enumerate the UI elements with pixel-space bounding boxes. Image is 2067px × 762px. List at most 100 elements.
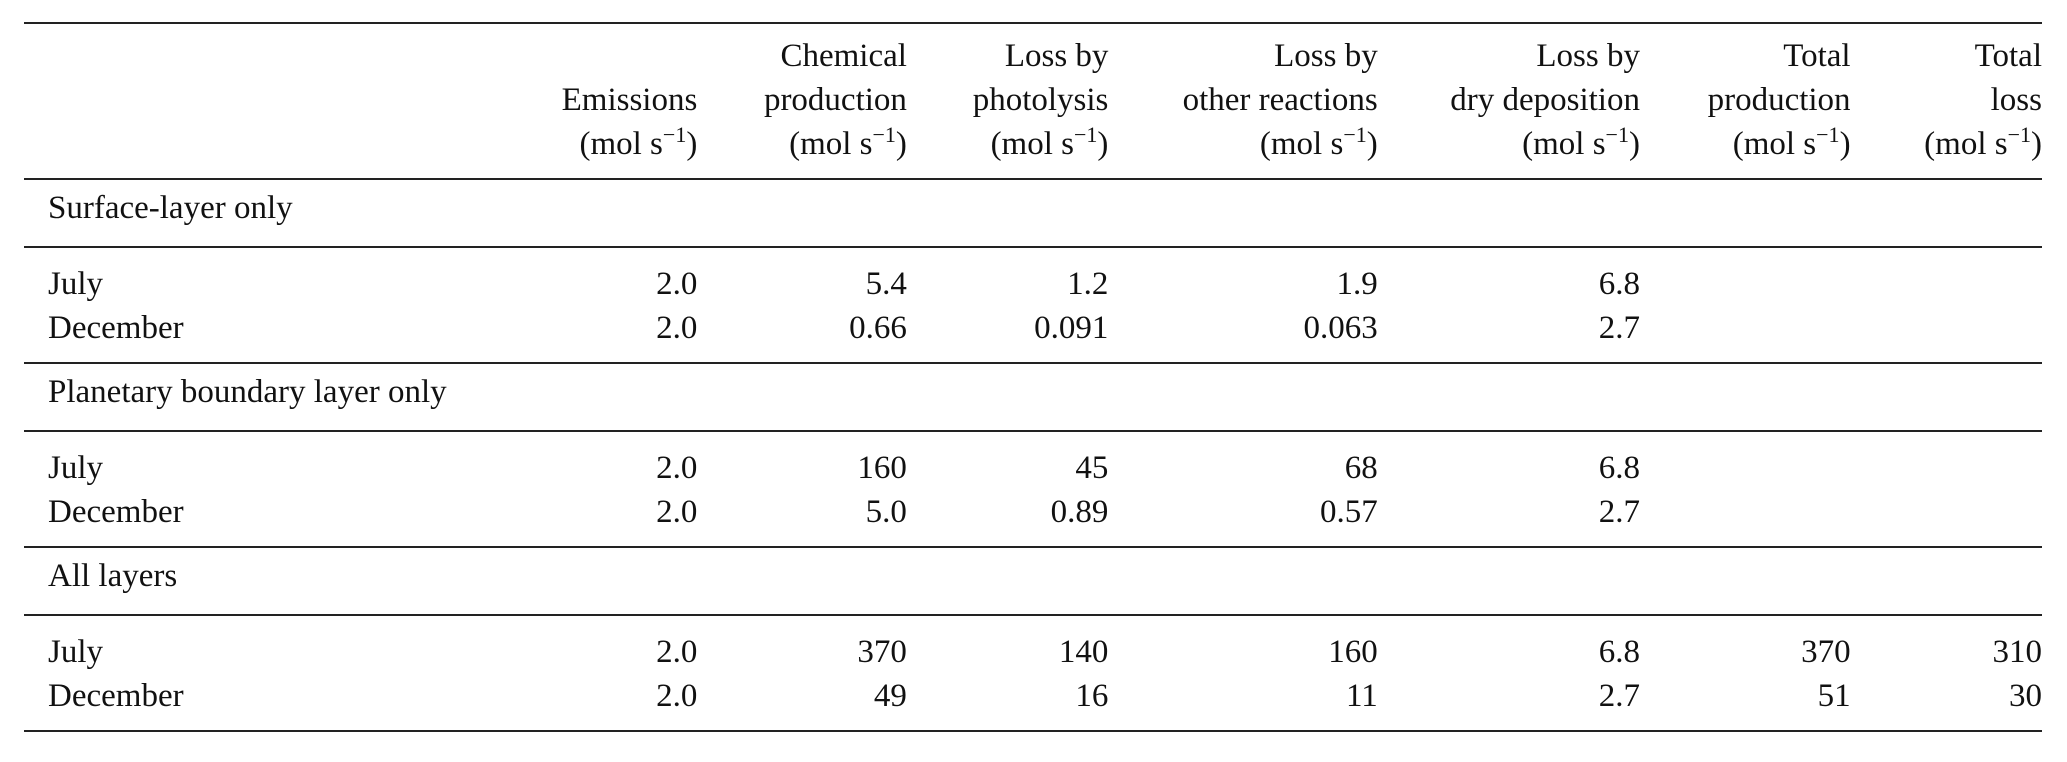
cell-total-loss — [1851, 431, 2042, 490]
header-loss-dry-deposition-line-1: Loss by — [1536, 38, 1640, 74]
header-total-production-unit: (mol s−1) — [1732, 122, 1851, 163]
cell-loss-other-reactions: 11 — [1108, 674, 1378, 732]
header-loss-photolysis: Loss by photolysis (mol s−1) — [907, 23, 1109, 179]
cell-emissions: 2.0 — [656, 266, 698, 302]
unit-exponent: −1 — [1605, 122, 1629, 147]
section-title: All layers — [24, 546, 2042, 616]
header-empty-cell — [24, 23, 530, 179]
cell-loss-photolysis: 16 — [906, 674, 1109, 732]
row-label: July — [48, 634, 104, 670]
cell-total-loss: 30 — [1850, 674, 2042, 732]
header-emissions: Emissions (mol s−1) — [530, 23, 698, 179]
header-total-production: Total production (mol s−1) — [1640, 23, 1851, 179]
table-body: Surface-layer only July 2.0 5.4 1.2 1.9 … — [24, 179, 2042, 732]
header-row: Emissions (mol s−1) Chemical production … — [24, 23, 2042, 179]
cell-total-loss — [1851, 306, 2042, 363]
cell-loss-dry-deposition: 2.7 — [1377, 674, 1640, 732]
budget-table-container: Emissions (mol s−1) Chemical production … — [24, 22, 2042, 732]
header-emissions-unit: (mol s−1) — [579, 122, 698, 163]
cell-total-production: 51 — [1639, 674, 1851, 732]
table-row: July 2.0 160 45 68 6.8 — [24, 431, 2042, 490]
header-total-loss-line-2: loss — [1990, 82, 2042, 118]
cell-total-production: 370 — [1801, 634, 1851, 670]
header-loss-other-reactions: Loss by other reactions (mol s−1) — [1108, 23, 1378, 179]
cell-chemical-production: 5.4 — [865, 266, 907, 302]
section-row-surface-layer: Surface-layer only — [24, 179, 2042, 248]
cell-chemical-production: 5.0 — [865, 494, 907, 530]
cell-loss-other-reactions: 0.57 — [1319, 494, 1378, 530]
header-loss-photolysis-line-2: photolysis — [972, 82, 1109, 118]
cell-total-production — [1640, 306, 1851, 363]
row-label: July — [48, 450, 104, 486]
header-chemical-production-line-1: Chemical — [780, 38, 907, 74]
header-loss-dry-deposition-unit: (mol s−1) — [1522, 122, 1640, 163]
row-label: December — [48, 310, 184, 346]
cell-emissions: 2.0 — [656, 634, 698, 670]
table-row: December 2.0 49 16 11 2.7 51 30 — [24, 674, 2042, 732]
cell-loss-photolysis: 45 — [1075, 450, 1109, 486]
cell-emissions: 2.0 — [656, 310, 698, 346]
section-title: Surface-layer only — [24, 179, 2042, 248]
table-row: July 2.0 370 140 160 6.8 370 310 — [24, 615, 2042, 674]
header-total-loss: Total loss (mol s−1) — [1851, 23, 2042, 179]
table-header: Emissions (mol s−1) Chemical production … — [24, 23, 2042, 179]
cell-loss-photolysis: 0.89 — [1050, 494, 1109, 530]
row-label: July — [48, 266, 104, 302]
cell-total-loss — [1851, 247, 2042, 306]
cell-chemical-production: 370 — [857, 634, 907, 670]
row-label: December — [48, 494, 184, 530]
cell-total-production — [1640, 490, 1851, 547]
table-row: December 2.0 0.66 0.091 0.063 2.7 — [24, 306, 2042, 363]
cell-emissions: 2.0 — [656, 494, 698, 530]
section-row-planetary-boundary-layer: Planetary boundary layer only — [24, 362, 2042, 432]
cell-loss-other-reactions: 68 — [1344, 450, 1378, 486]
row-label: December — [24, 674, 531, 732]
header-loss-photolysis-line-1: Loss by — [1004, 38, 1109, 74]
cell-chemical-production: 49 — [697, 674, 907, 732]
cell-loss-other-reactions: 1.9 — [1336, 266, 1378, 302]
cell-loss-photolysis: 1.2 — [1067, 266, 1109, 302]
table-row: July 2.0 5.4 1.2 1.9 6.8 — [24, 247, 2042, 306]
table-row: December 2.0 5.0 0.89 0.57 2.7 — [24, 490, 2042, 547]
unit-exponent: −1 — [872, 122, 896, 147]
header-emissions-line-2: Emissions — [561, 82, 698, 118]
cell-emissions: 2.0 — [530, 674, 698, 732]
header-chemical-production-line-2: production — [763, 82, 907, 118]
header-loss-other-reactions-unit: (mol s−1) — [1259, 122, 1378, 163]
header-total-loss-unit: (mol s−1) — [1924, 122, 2042, 163]
cell-total-loss — [1851, 490, 2042, 547]
header-total-loss-line-1: Total — [1974, 38, 2042, 74]
unit-exponent: −1 — [1073, 122, 1098, 147]
cell-total-production — [1640, 431, 1851, 490]
header-loss-other-reactions-line-1: Loss by — [1274, 38, 1378, 74]
cell-loss-photolysis: 140 — [1058, 634, 1109, 670]
unit-exponent: −1 — [1816, 122, 1840, 147]
cell-loss-dry-deposition: 2.7 — [1598, 310, 1640, 346]
cell-chemical-production: 0.66 — [849, 310, 907, 346]
section-title: Planetary boundary layer only — [24, 362, 2042, 432]
cell-chemical-production: 160 — [857, 450, 907, 486]
unit-exponent: −1 — [1343, 122, 1367, 147]
header-loss-other-reactions-line-2: other reactions — [1182, 82, 1378, 118]
unit-exponent: −1 — [662, 122, 687, 147]
cell-total-production — [1640, 247, 1851, 306]
cell-emissions: 2.0 — [656, 450, 698, 486]
header-chemical-production-unit: (mol s−1) — [789, 122, 907, 163]
header-total-production-line-2: production — [1707, 82, 1851, 118]
header-loss-dry-deposition: Loss by dry deposition (mol s−1) — [1378, 23, 1640, 179]
cell-loss-other-reactions: 160 — [1328, 634, 1378, 670]
cell-loss-dry-deposition: 6.8 — [1598, 266, 1640, 302]
header-total-production-line-1: Total — [1783, 38, 1851, 74]
cell-loss-dry-deposition: 6.8 — [1598, 450, 1640, 486]
cell-loss-dry-deposition: 6.8 — [1598, 634, 1640, 670]
header-emissions-line-1 — [530, 34, 697, 78]
header-loss-photolysis-unit: (mol s−1) — [990, 122, 1109, 163]
header-loss-dry-deposition-line-2: dry deposition — [1450, 82, 1640, 118]
section-row-all-layers: All layers — [24, 546, 2042, 616]
cell-loss-photolysis: 0.091 — [1034, 310, 1109, 346]
budget-table: Emissions (mol s−1) Chemical production … — [24, 22, 2042, 732]
unit-exponent: −1 — [2007, 122, 2031, 147]
header-chemical-production: Chemical production (mol s−1) — [697, 23, 907, 179]
cell-loss-dry-deposition: 2.7 — [1598, 494, 1640, 530]
cell-loss-other-reactions: 0.063 — [1303, 310, 1378, 346]
